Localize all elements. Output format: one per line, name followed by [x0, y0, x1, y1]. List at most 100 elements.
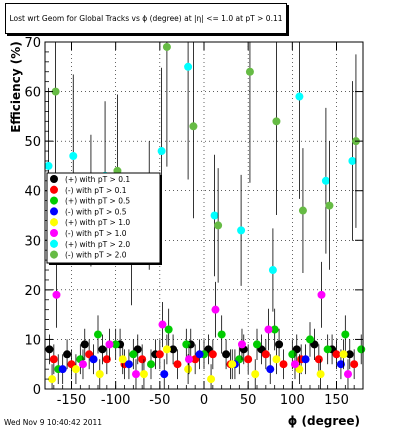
- data-point: [208, 350, 217, 359]
- legend-entry-label: (+) with pT > 0.5: [65, 197, 130, 206]
- data-point: [332, 350, 341, 359]
- data-point: [357, 345, 366, 354]
- data-point: [51, 87, 60, 96]
- legend-marker: [50, 229, 58, 237]
- data-point: [169, 345, 178, 354]
- legend-marker: [50, 239, 58, 248]
- data-point: [222, 350, 231, 359]
- legend-box: [46, 172, 161, 264]
- data-point: [184, 355, 193, 364]
- legend-marker: [50, 218, 58, 227]
- y-tick-label: 40: [24, 185, 41, 200]
- data-point: [98, 345, 107, 354]
- data-point: [272, 355, 281, 364]
- data-point: [207, 375, 216, 384]
- data-point: [158, 320, 167, 329]
- data-point: [182, 340, 191, 349]
- title-box: Lost wrt Geom for Global Tracks vs ϕ (de…: [5, 3, 287, 34]
- data-point: [63, 350, 72, 359]
- data-point: [339, 350, 348, 359]
- x-tick-label: 100: [280, 393, 305, 408]
- data-point: [237, 340, 246, 349]
- data-point: [184, 365, 193, 374]
- data-point: [251, 370, 260, 379]
- data-point: [139, 370, 148, 379]
- data-point: [111, 340, 120, 349]
- data-point: [89, 355, 98, 364]
- legend-entry-label: (+) with pT > 1.0: [65, 218, 130, 227]
- data-point: [155, 350, 164, 359]
- data-point: [189, 122, 198, 131]
- data-point: [343, 370, 352, 379]
- data-point: [211, 305, 220, 314]
- data-point: [131, 370, 140, 379]
- data-point: [290, 360, 299, 369]
- data-point: [71, 365, 80, 374]
- data-point: [94, 330, 102, 339]
- y-tick-label: 30: [24, 234, 41, 249]
- data-point: [184, 62, 193, 71]
- series-group: [48, 334, 348, 389]
- legend-marker: [50, 196, 58, 205]
- legend-entry-label: (+) with pT > 2.0: [65, 240, 130, 249]
- chart-title: Lost wrt Geom for Global Tracks vs ϕ (de…: [9, 14, 283, 23]
- legend-marker: [50, 250, 58, 259]
- data-point: [45, 345, 54, 354]
- legend-marker: [50, 185, 58, 194]
- data-point: [129, 350, 138, 359]
- series-group: [54, 308, 366, 385]
- series-group: [49, 339, 359, 380]
- x-tick-label: -100: [101, 393, 131, 408]
- data-point: [350, 360, 359, 369]
- data-point: [266, 365, 275, 374]
- data-point: [217, 330, 226, 339]
- data-point: [295, 92, 304, 101]
- data-point: [321, 176, 330, 185]
- y-tick-label: 20: [24, 284, 41, 299]
- data-point: [244, 355, 253, 364]
- data-point: [323, 345, 332, 354]
- x-tick-label: 50: [240, 393, 257, 408]
- legend-entry-label: (-) with pT > 2.0: [65, 251, 127, 260]
- x-tick-label: 0: [200, 393, 208, 408]
- data-point: [336, 360, 345, 369]
- data-point: [210, 211, 219, 220]
- series-group: [52, 261, 352, 389]
- y-axis-label: Efficiency (%): [9, 41, 23, 133]
- data-point: [162, 42, 171, 51]
- legend-entry-label: (-) with pT > 0.1: [65, 186, 127, 195]
- data-point: [164, 325, 173, 334]
- data-point: [348, 156, 357, 165]
- data-point: [157, 147, 166, 156]
- timestamp-footer: Wed Nov 9 10:40:42 2011: [4, 418, 103, 427]
- data-point: [268, 266, 277, 275]
- data-point: [270, 325, 279, 334]
- legend-entry-label: (-) with pT > 1.0: [65, 229, 127, 238]
- data-point: [341, 330, 350, 339]
- x-tick-label: -150: [57, 393, 87, 408]
- x-axis-label: ϕ (degree): [287, 414, 360, 428]
- data-point: [69, 152, 78, 161]
- data-point: [195, 350, 204, 359]
- data-point: [264, 325, 273, 334]
- data-point: [245, 67, 254, 76]
- data-point: [48, 375, 57, 384]
- data-point: [160, 370, 169, 379]
- data-point: [95, 370, 104, 379]
- data-point: [49, 355, 58, 364]
- data-point: [52, 290, 61, 299]
- data-point: [80, 340, 89, 349]
- legend-marker: [50, 175, 58, 183]
- data-point: [118, 355, 127, 364]
- legend-marker: [50, 207, 58, 216]
- data-point: [325, 201, 334, 210]
- data-point: [298, 206, 307, 215]
- x-tick-label: 150: [324, 393, 349, 408]
- data-point: [147, 360, 155, 369]
- axis-ticks: -150 -100 -50 0 50 100 150 0 10 20 30 40 50 60 70: [24, 36, 364, 408]
- data-point: [105, 340, 114, 349]
- y-tick-label: 60: [24, 86, 41, 101]
- data-point: [275, 340, 284, 349]
- data-point: [253, 340, 261, 349]
